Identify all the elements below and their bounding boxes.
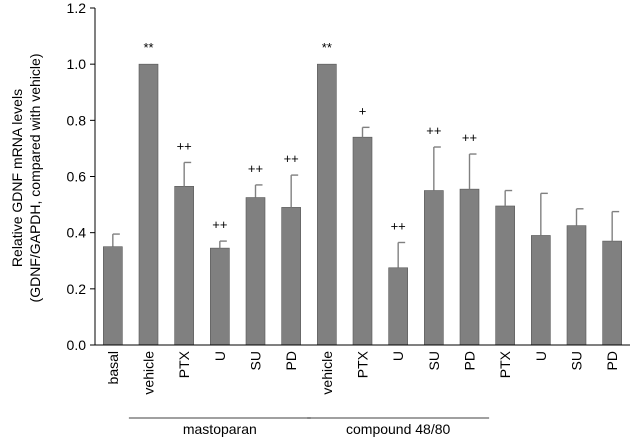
significance-label-3: ++ [212, 217, 227, 232]
bar-12 [531, 235, 551, 346]
bar-11 [495, 205, 515, 346]
y-tick-label: 1.2 [67, 0, 87, 16]
y-tick-label: 1.0 [67, 56, 87, 72]
x-tick-label-4: SU [248, 351, 264, 370]
x-tick-label-0: basal [105, 351, 121, 384]
significance-label-10: ++ [462, 130, 477, 145]
bar-9 [424, 190, 444, 346]
bar-10 [459, 188, 480, 346]
y-tick-label: 0.4 [67, 225, 87, 241]
bar-1 [138, 63, 159, 346]
significance-label-6: ** [322, 40, 332, 55]
x-axis: basal vehicle PTX U SU PD vehicle PTX U SU PD PTX U S… [95, 344, 630, 395]
y-tick-label: 0.6 [67, 169, 87, 185]
bar-8 [388, 267, 408, 346]
x-tick-label-5: PD [283, 351, 299, 370]
y-tick-label: 0.2 [67, 281, 87, 297]
y-tick-label: 0.0 [67, 337, 87, 353]
x-tick-label-6: vehicle [319, 351, 335, 395]
bar-13 [566, 225, 587, 346]
x-tick-label-10: PD [462, 351, 478, 370]
significance-label-5: ++ [284, 151, 299, 166]
y-axis-label: Relative GDNF mRNA levels (GDNF/GAPDH, c… [9, 54, 43, 303]
significance-labels: **++++++++**+++++ ++ [143, 40, 477, 233]
y-tick-label: 0.8 [67, 112, 87, 128]
bar-3 [210, 247, 230, 346]
significance-label-2: ++ [177, 138, 192, 153]
y-axis: 0.0 0.2 0.4 0.6 0.8 1.0 1.2 [67, 0, 96, 353]
significance-label-4: ++ [248, 161, 263, 176]
group-label-0: mastoparan [183, 421, 257, 437]
x-tick-label-3: U [212, 351, 228, 361]
group-labels: mastoparan compound 48/80 [128, 417, 490, 437]
bar-5 [281, 207, 301, 346]
x-tick-label-8: U [390, 351, 406, 361]
x-tick-label-13: SU [569, 351, 585, 370]
x-tick-label-1: vehicle [141, 351, 157, 395]
bar-14 [602, 240, 622, 346]
x-tick-label-14: PD [604, 351, 620, 370]
bar-2 [174, 186, 194, 346]
x-tick-label-11: PTX [497, 350, 513, 378]
x-tick-label-9: SU [426, 351, 442, 370]
significance-label-9: ++ [426, 123, 441, 138]
bar-6 [317, 63, 337, 346]
significance-label-8: ++ [391, 218, 406, 233]
x-tick-label-2: PTX [176, 350, 192, 378]
significance-label-1: ** [143, 40, 153, 55]
x-tick-label-12: U [533, 351, 549, 361]
y-axis-label-line-2: (GDNF/GAPDH, compared with vehicle) [27, 54, 43, 303]
error-bars [112, 126, 620, 268]
bar-0 [103, 246, 123, 346]
group-label-1: compound 48/80 [346, 421, 451, 437]
y-axis-label-line-1: Relative GDNF mRNA levels [9, 89, 25, 267]
bar-4 [245, 197, 266, 346]
significance-label-7: + [359, 103, 367, 118]
x-tick-label-7: PTX [355, 350, 371, 378]
bar-7 [352, 136, 373, 346]
